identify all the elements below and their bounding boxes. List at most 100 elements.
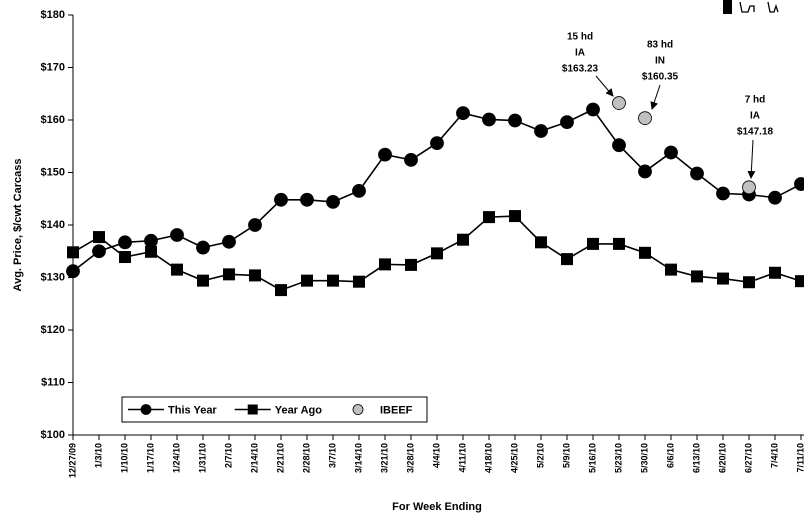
- data-point: [196, 240, 210, 255]
- data-point: [769, 266, 781, 279]
- arrow: [747, 139, 756, 179]
- x-tick-label: 4/4/10: [431, 443, 441, 468]
- data-point: [586, 102, 600, 117]
- data-point: [483, 211, 495, 224]
- x-tick-label: 2/21/10: [275, 443, 285, 473]
- data-point: [690, 166, 704, 181]
- data-point: [587, 237, 599, 250]
- data-point: [352, 183, 366, 198]
- data-point: [716, 186, 730, 201]
- x-tick-label: 1/3/10: [93, 443, 103, 468]
- data-point: [717, 272, 729, 285]
- data-point: [795, 275, 804, 288]
- data-point: [405, 258, 417, 271]
- y-tick-label: $170: [41, 61, 65, 73]
- value-label: $147.18: [737, 127, 774, 138]
- data-point: [197, 274, 209, 287]
- data-point: [456, 106, 470, 121]
- data-point: [794, 177, 804, 191]
- x-tick-label: 6/27/10: [743, 443, 753, 473]
- annotation: IA: [575, 48, 585, 59]
- data-point: [482, 112, 496, 127]
- x-tick-label: 5/16/10: [587, 443, 597, 473]
- data-point: [326, 194, 340, 209]
- x-tick-label: 2/28/10: [301, 443, 311, 473]
- data-point: [275, 284, 287, 297]
- data-point: [430, 136, 444, 151]
- data-point: [249, 269, 261, 282]
- x-tick-label: 5/23/10: [613, 443, 623, 473]
- x-tick-label: 2/14/10: [249, 443, 259, 473]
- x-tick-label: 4/25/10: [509, 443, 519, 473]
- x-tick-label: 6/13/10: [691, 443, 701, 473]
- data-point: [119, 251, 131, 264]
- y-tick-label: $180: [41, 9, 65, 21]
- data-point: [638, 111, 652, 126]
- data-point: [665, 263, 677, 276]
- data-point: [742, 180, 756, 195]
- y-tick-label: $110: [41, 376, 65, 388]
- x-tick-label: 3/7/10: [327, 443, 337, 468]
- x-tick-label: 5/2/10: [535, 443, 545, 468]
- legend-marker: [140, 404, 152, 415]
- data-point: [144, 233, 158, 248]
- data-point: [639, 246, 651, 259]
- annotation: IN: [655, 56, 665, 67]
- annotation: 15 hd: [567, 32, 593, 43]
- y-tick-label: $160: [41, 114, 65, 126]
- data-point: [534, 124, 548, 138]
- data-point: [301, 274, 313, 287]
- x-tick-label: 5/30/10: [639, 443, 649, 473]
- legend-marker: [352, 404, 364, 415]
- x-tick-label: 3/14/10: [353, 443, 363, 473]
- data-point: [664, 145, 678, 160]
- x-tick-label: 7/4/10: [769, 443, 779, 468]
- y-tick-label: $150: [41, 166, 65, 178]
- data-point: [431, 247, 443, 260]
- data-point: [743, 276, 755, 289]
- data-point: [223, 268, 235, 281]
- data-point: [404, 152, 418, 167]
- legend: This Year Year Ago IBEEF: [121, 396, 428, 423]
- data-point: [300, 192, 314, 207]
- data-point: [612, 96, 626, 110]
- annotation: IA: [750, 111, 760, 122]
- data-point: [613, 237, 625, 250]
- x-tick-label: 4/11/10: [457, 443, 467, 473]
- legend-label: This Year: [168, 404, 217, 416]
- x-tick-label: 4/18/10: [483, 443, 493, 473]
- data-point: [768, 190, 782, 205]
- legend-label: Year Ago: [275, 404, 323, 416]
- x-tick-label: 6/20/10: [717, 443, 727, 473]
- annotation: 7 hd: [745, 95, 766, 106]
- x-tick-label: 7/11/10: [795, 443, 804, 473]
- data-point: [509, 210, 521, 223]
- x-tick-label: 5/9/10: [561, 443, 571, 468]
- series-line: [72, 108, 802, 272]
- data-point: [93, 231, 105, 244]
- x-tick-label: 1/17/10: [145, 443, 155, 473]
- data-point: [638, 164, 652, 179]
- data-point: [327, 274, 339, 287]
- data-point: [274, 192, 288, 207]
- data-point: [222, 234, 236, 249]
- data-point: [378, 147, 392, 162]
- arrow: [595, 75, 614, 97]
- x-tick-label: 1/31/10: [197, 443, 207, 473]
- arrow: [650, 84, 661, 110]
- value-label: $160.35: [642, 72, 679, 83]
- data-point: [171, 263, 183, 276]
- data-point: [66, 264, 80, 279]
- y-tick-label: $130: [41, 271, 65, 283]
- y-tick-label: $100: [41, 429, 65, 441]
- x-tick-label: 6/6/10: [665, 443, 675, 468]
- value-label: $163.23: [562, 64, 599, 75]
- data-point: [379, 258, 391, 271]
- x-tick-label: 12/27/09: [67, 443, 77, 478]
- data-point: [92, 244, 106, 259]
- x-tick-label: 3/28/10: [405, 443, 415, 473]
- data-point: [118, 235, 132, 250]
- legend-marker: [247, 404, 258, 415]
- data-point: [612, 138, 626, 153]
